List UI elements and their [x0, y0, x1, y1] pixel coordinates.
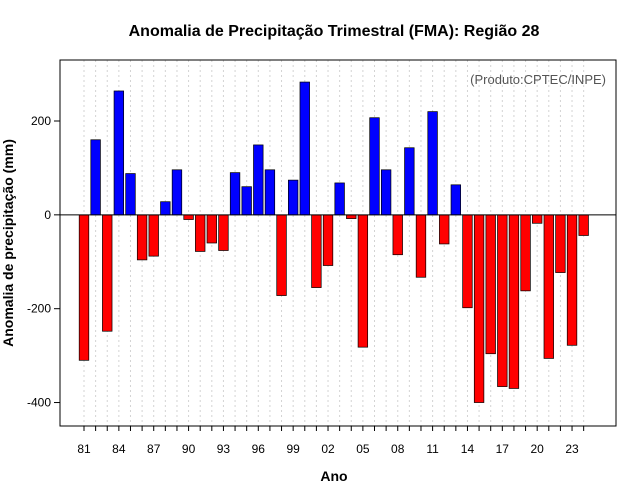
x-tick-label: 02 [321, 442, 335, 456]
y-tick-label: 200 [31, 114, 51, 128]
bar-1990 [183, 214, 194, 220]
bar-2005 [357, 214, 369, 348]
bar-2007 [380, 169, 392, 216]
bar-2002 [322, 214, 334, 266]
bar-2008 [392, 214, 403, 256]
bar-2006 [369, 117, 380, 216]
x-tick-label: 87 [147, 442, 161, 456]
bar-1984 [113, 90, 125, 216]
x-tick-label: 11 [426, 442, 439, 456]
bar-1997 [264, 169, 276, 216]
bar-2015 [473, 214, 485, 403]
source-annotation: (Produto:CPTEC/INPE) [470, 72, 606, 87]
bar-1992 [206, 214, 217, 244]
y-axis-label: Anomalia de precipitação (mm) [0, 139, 16, 347]
x-tick-label: 08 [391, 442, 405, 456]
bar-1999 [288, 179, 299, 216]
chart-title: Anomalia de Precipitação Trimestral (FMA… [129, 23, 540, 40]
bar-2004 [346, 214, 357, 219]
plot-frame [59, 59, 617, 427]
bar-1987 [148, 214, 159, 257]
bar-2017 [497, 214, 508, 387]
bar-2012 [439, 214, 450, 245]
x-tick-label: 84 [112, 442, 126, 456]
bar-1998 [276, 214, 287, 296]
bar-2011 [427, 111, 438, 216]
bar-2022 [555, 214, 566, 273]
x-tick-label: 17 [496, 442, 510, 456]
x-tick-label: 81 [77, 442, 91, 456]
x-tick-label: 99 [286, 442, 300, 456]
bar-1986 [136, 214, 148, 261]
bar-2009 [404, 147, 415, 216]
x-tick-label: 96 [252, 442, 266, 456]
bar-2003 [334, 182, 345, 216]
bar-1996 [253, 144, 264, 216]
bar-2024 [578, 214, 589, 236]
bar-1989 [171, 169, 183, 216]
x-tick-label: 20 [531, 442, 545, 456]
bar-1991 [195, 214, 206, 252]
bar-2020 [532, 214, 543, 224]
bar-1982 [90, 139, 101, 216]
y-tick-label: -200 [27, 302, 51, 316]
x-tick-label: 93 [217, 442, 231, 456]
bar-1988 [160, 201, 171, 216]
bar-2000 [299, 81, 310, 216]
bar-2010 [415, 214, 427, 278]
bar-1983 [102, 214, 113, 332]
bar-1981 [78, 214, 90, 361]
bar-2019 [520, 214, 531, 292]
bar-1985 [125, 173, 136, 216]
bar-2013 [450, 184, 461, 216]
bar-2021 [543, 214, 554, 359]
x-tick-label: 90 [182, 442, 196, 456]
bar-2023 [566, 214, 578, 346]
bar-1995 [241, 186, 252, 216]
y-tick-label: -400 [27, 396, 51, 410]
x-tick-label: 23 [565, 442, 579, 456]
x-axis-label: Ano [320, 468, 347, 484]
bar-2001 [311, 214, 322, 288]
bar-2016 [485, 214, 496, 355]
y-tick-label: 0 [44, 208, 51, 222]
bars [78, 81, 589, 403]
y-axis: -400 -200 0 200 [27, 114, 60, 410]
bar-1993 [218, 214, 229, 251]
bar-1994 [229, 172, 241, 216]
x-axis: 81 84 87 90 93 96 99 02 05 08 11 14 17 20 23 [77, 426, 585, 456]
x-tick-label: 05 [356, 442, 370, 456]
x-tick-label: 14 [461, 442, 475, 456]
bar-2018 [508, 214, 520, 389]
bar-2014 [462, 214, 473, 309]
